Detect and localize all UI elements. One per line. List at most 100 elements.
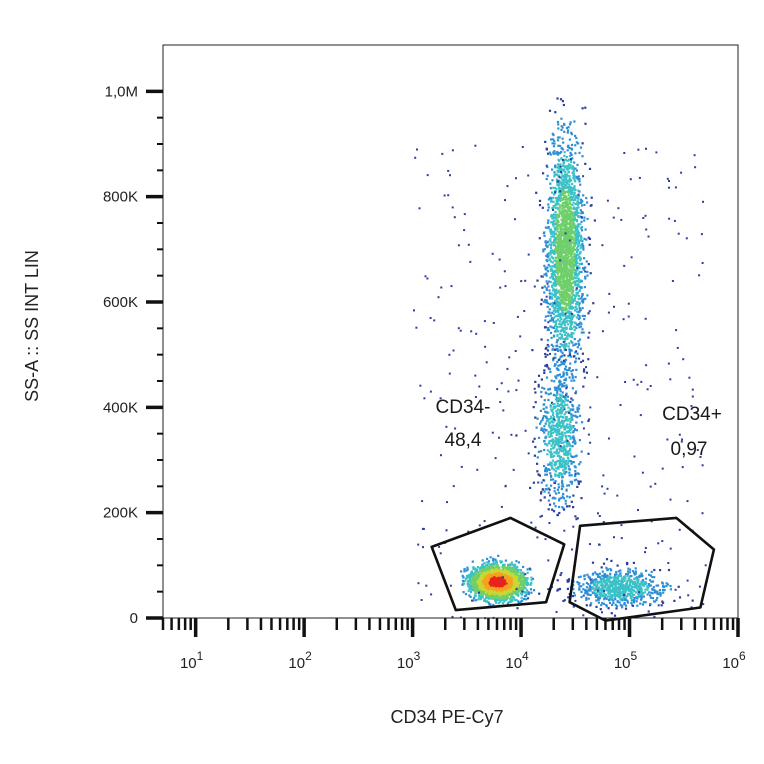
event-dot	[556, 224, 559, 227]
event-dot	[570, 160, 573, 163]
event-dot	[544, 140, 547, 143]
event-dot	[503, 585, 506, 588]
event-dot	[564, 268, 567, 272]
event-dot	[557, 396, 560, 400]
event-dot	[569, 420, 572, 424]
event-dot	[496, 587, 499, 590]
event-dot	[552, 312, 555, 315]
event-dot	[481, 590, 484, 593]
event-dot	[552, 193, 556, 196]
event-dot	[481, 559, 484, 562]
event-dot	[514, 585, 517, 588]
event-dot	[560, 318, 563, 321]
event-dot	[568, 180, 571, 183]
event-dot	[566, 274, 569, 277]
event-dot	[553, 295, 557, 298]
event-dot	[563, 238, 566, 241]
event-dot	[557, 139, 560, 142]
event-dot	[564, 395, 567, 398]
event-dot	[510, 577, 513, 580]
event-dot	[496, 573, 499, 576]
event-dot	[570, 235, 573, 238]
event-dot	[499, 560, 502, 563]
event-dot	[498, 583, 501, 586]
event-dot	[563, 297, 566, 300]
event-dot	[486, 568, 489, 572]
event-dot	[568, 167, 571, 170]
event-dot	[562, 223, 565, 226]
event-dot	[579, 209, 582, 212]
event-dot	[516, 607, 519, 610]
event-dot	[564, 244, 567, 247]
event-dot	[583, 203, 586, 206]
event-dot	[564, 266, 567, 270]
event-dot	[587, 358, 590, 361]
event-dot	[556, 334, 559, 337]
event-dot	[568, 189, 571, 192]
event-dot	[552, 421, 555, 424]
event-dot	[514, 575, 517, 578]
event-dot	[554, 304, 557, 307]
event-dot	[571, 336, 574, 339]
event-dot	[580, 322, 583, 325]
event-dot	[559, 248, 562, 251]
event-dot	[507, 568, 511, 571]
event-dot	[576, 228, 579, 231]
event-dot	[574, 295, 577, 298]
event-dot	[559, 231, 562, 234]
event-dot	[506, 580, 509, 583]
event-dot	[562, 320, 565, 323]
event-dot	[564, 190, 567, 193]
event-dot	[557, 250, 561, 253]
event-dot	[552, 250, 555, 253]
event-dot	[556, 237, 559, 240]
event-dot	[562, 180, 565, 183]
event-dot	[573, 379, 576, 382]
event-dot	[554, 330, 557, 333]
event-dot	[474, 592, 477, 595]
event-dot	[556, 120, 560, 124]
event-dot	[558, 183, 561, 186]
event-dot	[543, 291, 546, 294]
event-dot	[564, 183, 567, 186]
event-dot	[581, 352, 584, 355]
event-dot	[553, 252, 556, 255]
event-dot	[581, 243, 584, 246]
event-dot	[550, 197, 553, 200]
event-dot	[542, 248, 545, 251]
event-dot	[567, 228, 570, 231]
event-dot	[505, 588, 508, 591]
event-dot	[553, 259, 556, 262]
event-dot	[547, 311, 550, 314]
event-dot	[496, 599, 499, 602]
event-dot	[561, 203, 564, 206]
event-dot	[559, 438, 562, 441]
event-dot	[506, 566, 509, 569]
event-dot	[561, 198, 564, 201]
event-dot	[561, 261, 564, 264]
event-dot	[505, 568, 509, 572]
event-dot	[549, 240, 552, 243]
event-dot	[478, 567, 481, 570]
event-dot	[575, 234, 578, 237]
event-dot	[478, 578, 481, 581]
event-dot	[547, 206, 550, 209]
event-dot	[546, 327, 550, 330]
event-dot	[480, 574, 483, 577]
event-dot	[549, 331, 553, 334]
event-dot	[576, 220, 579, 223]
event-dot	[579, 236, 583, 239]
event-dot	[556, 330, 559, 333]
event-dot	[570, 153, 573, 157]
event-dot	[483, 598, 486, 601]
event-dot	[565, 315, 568, 318]
event-dot	[555, 178, 558, 181]
event-dot	[558, 264, 561, 267]
event-dot	[501, 592, 504, 595]
event-dot	[571, 292, 574, 295]
event-dot	[566, 131, 569, 134]
event-dot	[574, 271, 577, 274]
event-dot	[512, 572, 515, 575]
event-dot	[579, 252, 582, 255]
event-dot	[493, 590, 496, 593]
